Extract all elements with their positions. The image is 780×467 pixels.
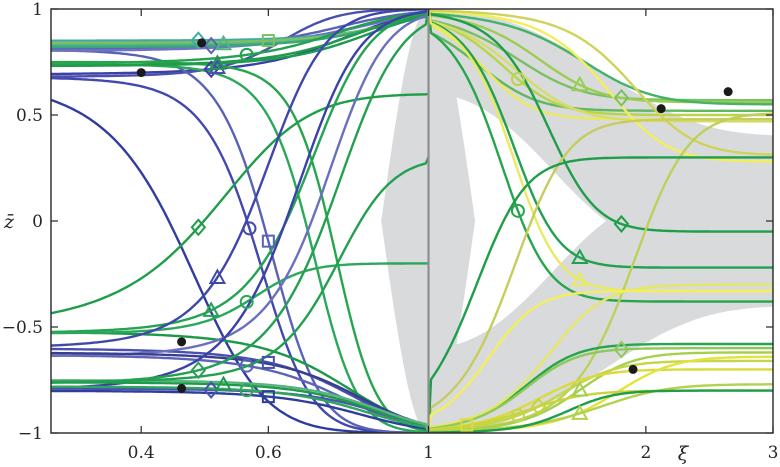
black-dot-2	[197, 38, 207, 48]
left-diamond-marker-29	[203, 380, 219, 399]
right-square-marker-23	[460, 418, 474, 432]
left-square-marker-6	[261, 234, 275, 248]
right-series-line-14	[427, 118, 773, 433]
black-dot-3	[177, 337, 187, 347]
right-series-line-8	[427, 9, 773, 233]
left-series-line-21	[51, 262, 429, 335]
right-circle-marker-4	[510, 72, 525, 87]
left-series-line-34	[51, 156, 430, 383]
black-dot-1	[136, 68, 146, 78]
right-series-line-20	[427, 347, 773, 433]
left-diamond-marker-1	[203, 60, 219, 79]
x-axis-label: ξ	[678, 443, 690, 465]
right-series-line-18	[427, 283, 773, 433]
y-tick-label-4: 0.5	[16, 106, 43, 126]
right-series-line-9	[427, 9, 773, 269]
y-tick-label-3: 0	[32, 212, 43, 232]
left-triangle-marker-13	[208, 54, 227, 70]
x-tick-label-5: 3	[768, 443, 779, 463]
left-series-line-23	[51, 347, 430, 433]
black-dot-6	[723, 87, 733, 97]
left-diamond-marker-31	[190, 361, 207, 380]
right-triangle-marker-2	[571, 75, 589, 92]
x-tick-label-4: 2	[640, 443, 651, 463]
left-series-line-17	[51, 9, 430, 67]
left-triangle-marker-20	[202, 301, 220, 317]
right-diamond-marker-26	[530, 397, 547, 416]
right-diamond-marker-20	[613, 340, 630, 359]
left-series-line-18	[51, 92, 429, 315]
left-square-marker-23	[261, 355, 275, 369]
left-diamond-marker-5	[203, 36, 219, 55]
left-circle-marker-2	[242, 221, 257, 236]
right-series-line-6	[427, 9, 773, 123]
right-triangle-marker-11	[571, 270, 589, 287]
left-series-line-19	[51, 331, 430, 433]
left-series-line-2	[51, 77, 429, 433]
left-triangle-marker-22	[208, 268, 227, 284]
right-series-line-21	[427, 351, 773, 433]
black-dot-4	[177, 383, 187, 393]
left-series-line-6	[51, 49, 429, 433]
left-series-line-13	[51, 9, 430, 68]
black-dot-7	[628, 364, 638, 374]
right-circle-marker-10	[510, 203, 525, 218]
right-circle-marker-22	[510, 408, 525, 423]
left-diamond-marker-9	[190, 31, 207, 50]
left-square-marker-11	[261, 34, 275, 48]
right-triangle-marker-21	[571, 380, 589, 397]
x-tick-label-3: 1	[423, 443, 434, 463]
right-series-line-13	[427, 9, 773, 156]
right-series-line-19	[427, 289, 773, 433]
right-series-line-23	[427, 368, 773, 433]
right-series-line-1	[427, 9, 773, 102]
left-circle-marker-24	[239, 358, 254, 373]
right-series-line-12	[427, 9, 773, 163]
left-circle-marker-14	[239, 47, 254, 62]
right-series-line-4	[427, 9, 773, 117]
left-series-line-22	[51, 9, 429, 347]
x-tick-label-2: 0.6	[255, 443, 282, 463]
shaded-band-right-lower	[428, 189, 773, 433]
series-group	[51, 9, 773, 433]
left-series-line-28	[51, 9, 430, 390]
left-circle-marker-21	[239, 294, 254, 309]
left-series-line-30	[51, 381, 430, 433]
left-series-line-26	[51, 351, 430, 433]
y-tick-label-2: −0.5	[2, 318, 43, 338]
left-series-line-27	[51, 389, 430, 433]
y-tick-label-5: 1	[32, 0, 43, 20]
markers-group	[136, 31, 733, 432]
left-triangle-marker-10	[214, 34, 233, 51]
right-diamond-marker-8	[613, 214, 630, 233]
y-tick-label-1: −1	[18, 424, 43, 444]
left-square-marker-27	[261, 390, 275, 404]
right-series-line-7	[427, 9, 773, 106]
right-series-line-16	[427, 156, 773, 433]
right-series-line-27	[428, 389, 773, 433]
right-triangle-marker-25	[571, 404, 589, 420]
left-series-line-20	[51, 9, 430, 334]
right-diamond-marker-1	[613, 88, 630, 107]
left-diamond-marker-18	[190, 218, 207, 237]
x-tick-label-1: 0.4	[128, 443, 155, 463]
left-triangle-marker-30	[214, 375, 233, 392]
black-dot-5	[656, 104, 666, 114]
right-triangle-marker-9	[571, 248, 589, 265]
y-axis-label: z̄	[3, 211, 15, 233]
left-triangle-marker-3	[208, 58, 227, 74]
left-circle-marker-32	[239, 383, 254, 398]
right-series-line-10	[427, 9, 773, 303]
left-series-line-15	[51, 63, 429, 433]
right-series-line-25	[427, 383, 773, 433]
left-series-line-16	[51, 60, 430, 433]
